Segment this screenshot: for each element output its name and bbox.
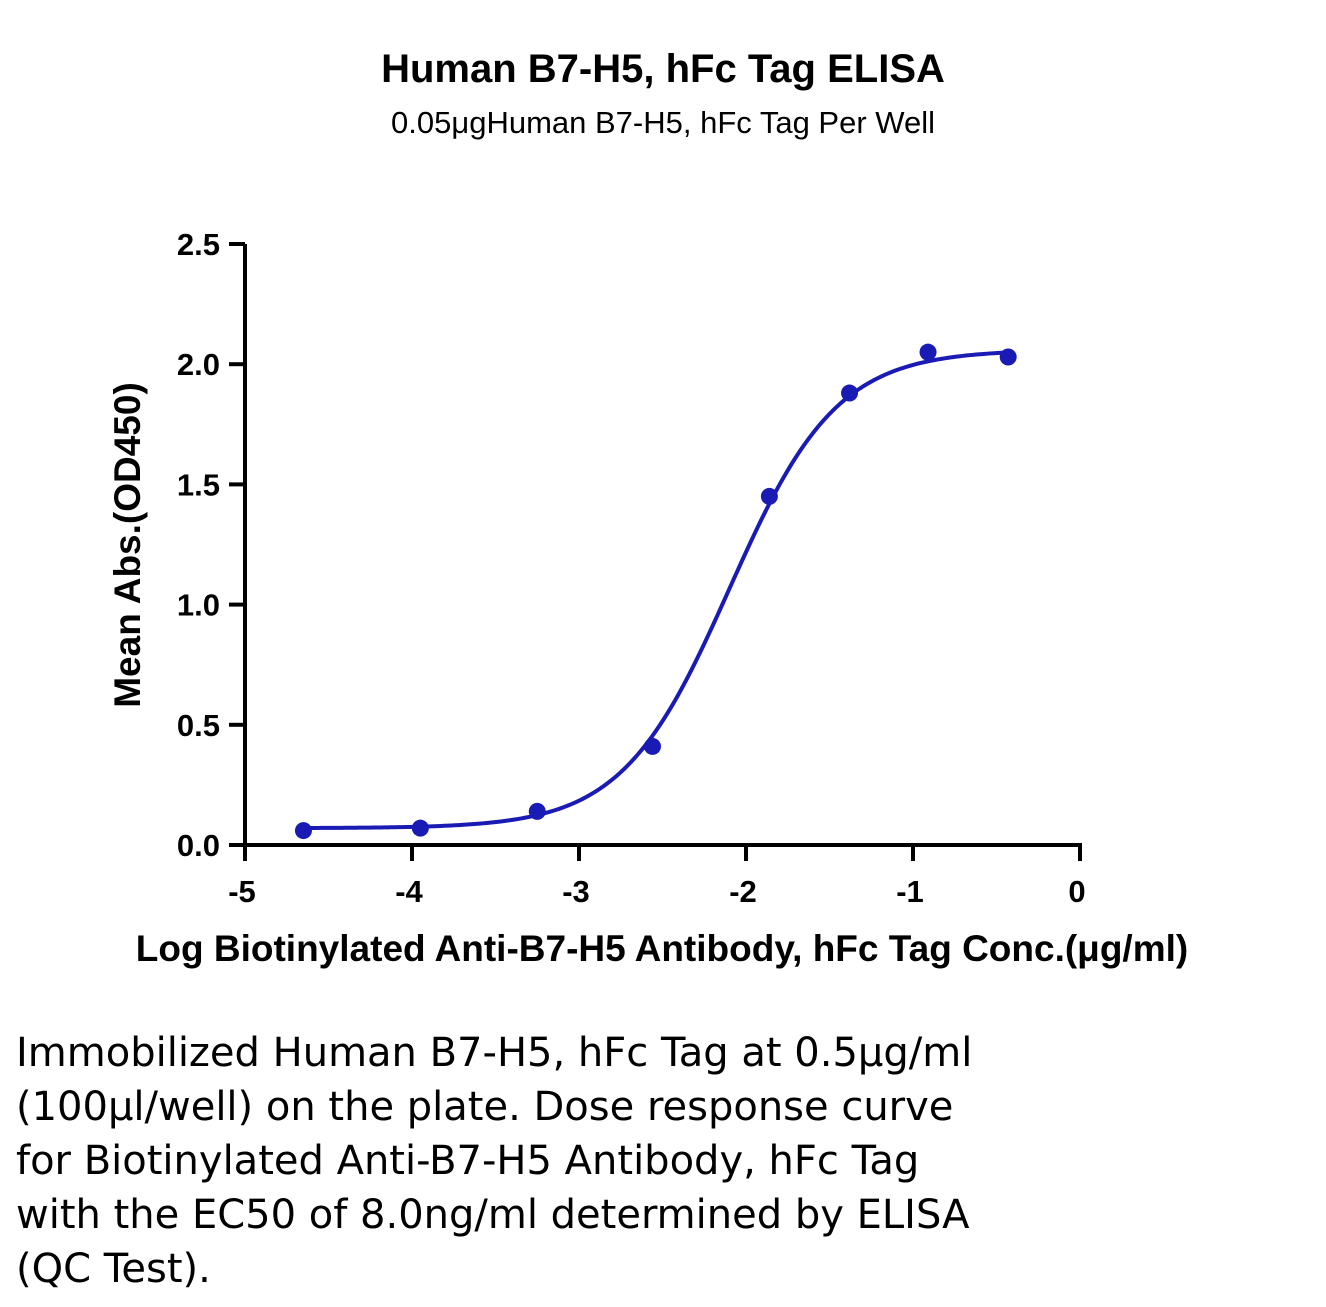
caption-line: with the EC50 of 8.0ng/ml determined by … — [16, 1192, 970, 1238]
y-tick-label: 2.5 — [177, 227, 220, 262]
caption-line: Immobilized Human B7-H5, hFc Tag at 0.5μ… — [16, 1030, 973, 1076]
data-point — [841, 384, 859, 402]
data-point — [528, 802, 546, 820]
data-point — [411, 819, 429, 837]
data-point — [919, 343, 937, 361]
caption-line: (QC Test). — [16, 1246, 211, 1292]
chart-subtitle: 0.05μgHuman B7-H5, hFc Tag Per Well — [391, 105, 935, 140]
figure-caption: Immobilized Human B7-H5, hFc Tag at 0.5μ… — [16, 1026, 1316, 1296]
data-point — [999, 348, 1017, 366]
y-tick-label: 2.0 — [177, 347, 220, 382]
caption-line: for Biotinylated Anti-B7-H5 Antibody, hF… — [16, 1138, 920, 1184]
x-tick-label: -5 — [228, 874, 256, 909]
data-points — [294, 343, 1017, 840]
y-axis-label: Mean Abs.(OD450) — [107, 382, 148, 708]
x-axis-label: Log Biotinylated Anti-B7-H5 Antibody, hF… — [136, 928, 1188, 969]
fit-curve — [303, 350, 1009, 830]
y-tick-label: 1.0 — [177, 588, 220, 623]
data-point — [294, 822, 312, 840]
y-tick-label: 0.5 — [177, 708, 220, 743]
data-point — [760, 487, 778, 505]
y-tick-label: 1.5 — [177, 467, 220, 502]
x-tick-label: -4 — [395, 874, 423, 909]
chart-title: Human B7-H5, hFc Tag ELISA — [381, 47, 945, 91]
fit-curve-group — [303, 350, 1009, 830]
x-tick-label: -2 — [729, 874, 757, 909]
caption-line: (100μl/well) on the plate. Dose response… — [16, 1084, 954, 1130]
elisa-chart: Human B7-H5, hFc Tag ELISA 0.05μgHuman B… — [107, 47, 1188, 969]
x-tick-label: -1 — [896, 874, 924, 909]
x-tick-label: 0 — [1068, 874, 1085, 909]
chart-axes — [243, 244, 1082, 847]
y-tick-label: 0.0 — [177, 828, 220, 863]
x-tick-label: -3 — [562, 874, 590, 909]
data-point — [643, 737, 661, 755]
chart-ticks: 0.0 0.5 1.0 1.5 2.0 2.5 -5 -4 -3 -2 -1 0 — [177, 227, 1086, 909]
